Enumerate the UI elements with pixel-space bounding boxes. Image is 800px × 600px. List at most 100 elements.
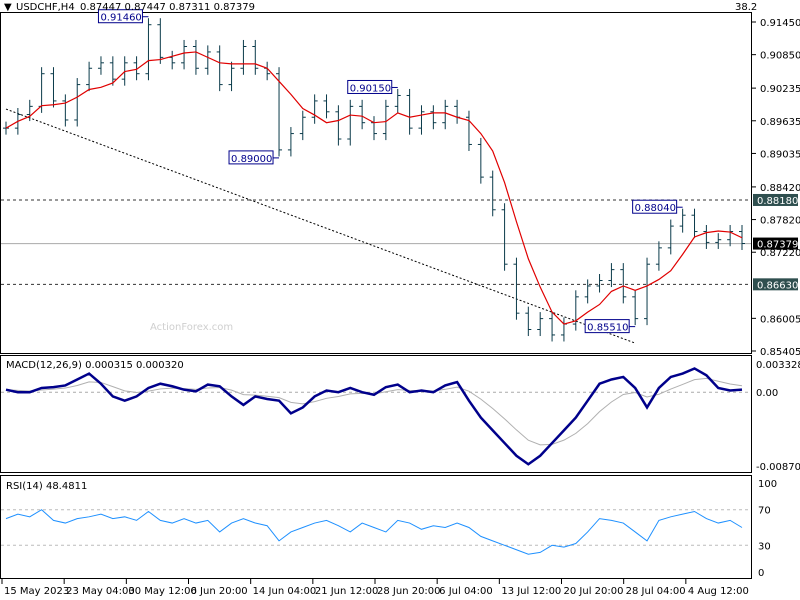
x-tick-label: 30 May 12:00: [128, 586, 197, 597]
macd-tick-label: -0.008707: [756, 462, 800, 473]
y-tick-label: 0.90235: [760, 84, 800, 95]
rsi-title: RSI(14) 48.4811: [6, 481, 87, 492]
y-tick-label: 0.85405: [760, 347, 800, 358]
y-tick-label: 0.86005: [760, 314, 800, 325]
price-bar: [97, 56, 104, 75]
price-bar: [347, 99, 354, 146]
price-bar: [26, 99, 33, 122]
price-bar: [644, 257, 651, 326]
price-bar: [240, 39, 247, 75]
axes: 0.88180 0.86630 0.87379 0.91450 0.90850 0.902…: [1, 18, 800, 597]
price-bar: [715, 233, 722, 249]
y-tick-label: 0.87820: [760, 216, 800, 227]
rsi-tick-label: 0: [758, 568, 764, 579]
price-annotation-label: 0.85510: [587, 323, 628, 334]
macd-series: [1, 367, 751, 466]
price-annotation-label: 0.89000: [231, 154, 272, 165]
rsi-tick-label: 70: [758, 506, 771, 517]
price-bar: [727, 225, 734, 247]
macd-tick-label: 0.00: [756, 388, 778, 399]
y-tick-label: 0.89635: [760, 117, 800, 128]
price-bar: [394, 88, 401, 113]
price-bar: [418, 105, 425, 135]
price-series: 0.91460 0.89000 0.90150 0.88040 0.85510: [1, 9, 751, 344]
price-bar: [216, 45, 223, 92]
price-bar: [667, 219, 674, 255]
rsi-tick-label: 100: [758, 479, 777, 490]
price-bar: [679, 208, 686, 233]
price-bar: [632, 290, 639, 326]
price-bar: [584, 279, 591, 304]
moving-average-line: [5, 51, 743, 325]
price-bar: [501, 203, 508, 271]
x-tick-label: 21 Jun 12:00: [315, 586, 379, 597]
price-level-tag: [753, 278, 798, 291]
macd-tick-label: 0.003328: [756, 360, 800, 371]
price-bar: [335, 105, 342, 146]
price-bar: [204, 45, 211, 75]
x-tick-label: 14 Jun 04:00: [253, 586, 317, 597]
price-bar: [287, 127, 294, 157]
price-bar: [62, 94, 69, 127]
price-bar: [157, 18, 164, 64]
price-bar: [525, 306, 532, 337]
price-bar: [133, 56, 140, 81]
macd-title: MACD(12,26,9) 0.000315 0.000320: [6, 360, 184, 371]
y-tick-label: 0.90850: [760, 51, 800, 62]
price-bar: [252, 39, 259, 75]
price-level-label: 0.88180: [757, 196, 798, 207]
price-bar: [86, 61, 93, 92]
y-tick-label: 0.91450: [760, 18, 800, 29]
price-bar: [549, 312, 556, 342]
price-annotation-label: 0.90150: [350, 83, 391, 94]
macd-pane: [0, 355, 752, 473]
rsi-line: [5, 509, 743, 555]
rsi-pane: [0, 475, 752, 579]
rsi-series: [1, 509, 751, 555]
price-pane: [0, 12, 752, 354]
rsi-tick-label: 30: [758, 541, 771, 552]
price-level-tag: [753, 237, 798, 250]
price-bar: [477, 137, 484, 184]
price-bar: [299, 110, 306, 141]
x-tick-label: 15 May 2023: [4, 586, 69, 597]
symbol-label: USDCHF,H4: [16, 2, 75, 13]
price-level-label: 0.86630: [757, 280, 798, 291]
y-tick-label: 0.88420: [760, 183, 800, 194]
price-bar: [382, 99, 389, 141]
price-bar: [74, 78, 81, 127]
price-bar: [430, 105, 437, 130]
y-tick-label: 0.87220: [760, 248, 800, 259]
price-bar: [145, 18, 152, 81]
price-bar: [513, 257, 520, 320]
price-annotation-label: 0.91460: [100, 13, 141, 24]
price-bar: [691, 208, 698, 239]
price-bar: [359, 99, 366, 130]
watermark: ActionForex.com: [150, 322, 233, 333]
price-bar: [109, 56, 116, 86]
x-tick-label: 6 Jul 04:00: [439, 586, 493, 597]
price-bar: [228, 61, 235, 92]
price-bar: [655, 241, 662, 271]
price-annotation-label: 0.88040: [635, 203, 676, 214]
x-tick-label: 20 Jul 20:00: [564, 586, 624, 597]
price-bar: [442, 99, 449, 130]
price-bar: [311, 94, 318, 124]
x-tick-label: 23 May 04:00: [66, 586, 135, 597]
macd-line: [5, 367, 743, 466]
price-bar: [465, 110, 472, 151]
price-level-label: 0.87379: [757, 240, 798, 251]
price-bar: [537, 312, 544, 337]
header-arrow-icon[interactable]: ▼: [4, 2, 12, 13]
x-tick-label: 28 Jun 20:00: [377, 586, 441, 597]
price-bar: [572, 290, 579, 331]
price-bar: [596, 273, 603, 293]
price-bar: [192, 39, 199, 75]
price-bar: [406, 88, 413, 135]
x-tick-label: 4 Aug 12:00: [688, 586, 749, 597]
price-bar: [50, 67, 57, 108]
price-bar: [489, 170, 496, 217]
price-bar: [703, 225, 710, 249]
x-tick-label: 13 Jul 12:00: [501, 586, 561, 597]
x-tick-label: 6 Jun 20:00: [191, 586, 248, 597]
